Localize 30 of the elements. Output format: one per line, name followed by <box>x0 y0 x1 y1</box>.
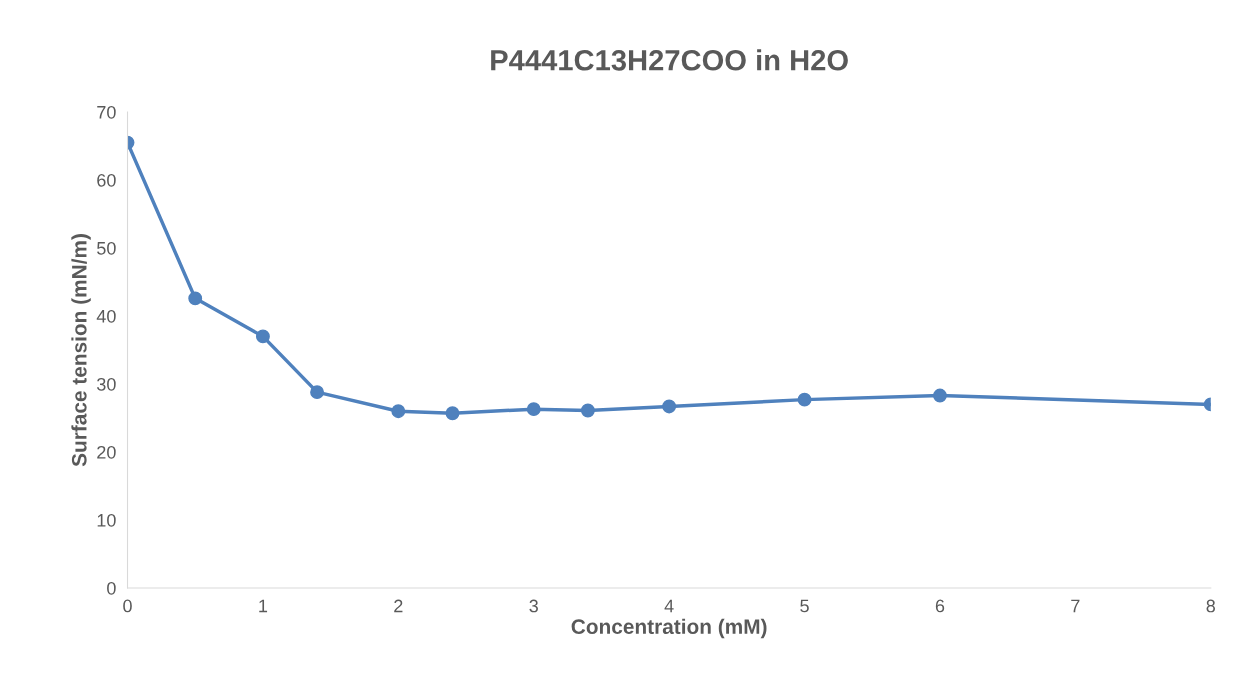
x-tick-label: 6 <box>935 599 945 613</box>
point <box>188 291 203 306</box>
point <box>310 385 325 400</box>
x-tick-label: 2 <box>394 599 403 613</box>
y-tick-label: 0 <box>107 581 116 595</box>
y-tick-label: 60 <box>97 173 116 187</box>
x-tick-label: 3 <box>529 599 538 613</box>
x-tick-label: 8 <box>1206 599 1215 613</box>
point <box>797 392 812 407</box>
point <box>526 402 541 417</box>
point <box>445 406 460 421</box>
y-tick-label: 30 <box>97 377 116 391</box>
point <box>933 388 947 403</box>
y-axis-title: Surface tension (mN/m) <box>71 234 91 467</box>
y-tick-label: 50 <box>97 241 116 255</box>
y-tick-label: 20 <box>97 445 116 459</box>
y-tick-label: 10 <box>97 513 116 527</box>
point <box>580 403 595 418</box>
x-axis-title: Concentration (mM) <box>571 618 767 639</box>
point <box>662 399 677 414</box>
x-tick-label: 0 <box>123 599 132 613</box>
x-tick-label: 7 <box>1071 599 1080 613</box>
y-tick-label: 40 <box>96 309 116 323</box>
x-tick-label: 1 <box>259 599 268 613</box>
x-tick-label: 5 <box>800 599 809 613</box>
x-tick-label: 4 <box>664 599 674 613</box>
chart-title: P4441C13H27COO in H2O <box>491 49 848 71</box>
point <box>391 404 406 419</box>
y-tick-label: 70 <box>97 105 116 119</box>
point <box>255 329 270 344</box>
